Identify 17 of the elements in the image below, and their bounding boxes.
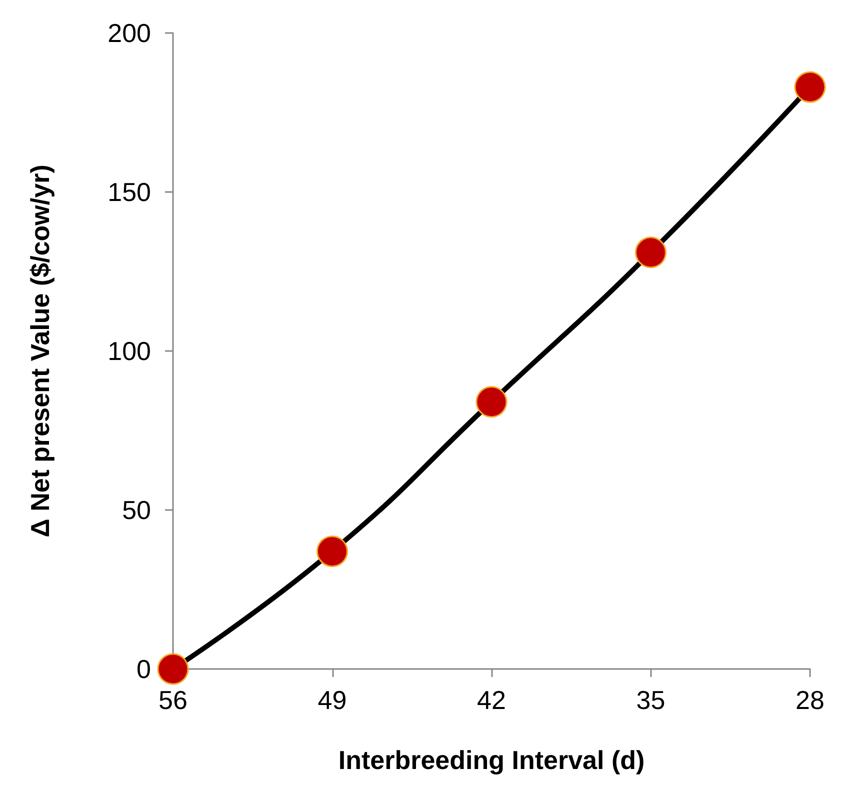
point xyxy=(316,536,348,568)
point xyxy=(476,386,508,418)
x-axis-title: Interbreeding Interval (d) xyxy=(338,745,645,775)
y-tick-label: 50 xyxy=(122,495,151,525)
point xyxy=(157,653,189,685)
y-tick-label: 0 xyxy=(136,654,151,684)
y-tick-label: 200 xyxy=(108,18,151,48)
x-tick-label: 35 xyxy=(636,685,666,715)
y-axis-title: Δ Net present Value ($/cow/yr) xyxy=(25,164,55,538)
point xyxy=(794,71,826,103)
x-tick-label: 42 xyxy=(477,685,506,715)
y-tick-label: 150 xyxy=(108,177,151,207)
x-tick-label: 28 xyxy=(796,685,824,715)
y-tick-label: 100 xyxy=(108,336,151,366)
x-tick-label: 49 xyxy=(318,685,347,715)
x-tick-label: 56 xyxy=(158,685,188,715)
point xyxy=(635,236,666,268)
